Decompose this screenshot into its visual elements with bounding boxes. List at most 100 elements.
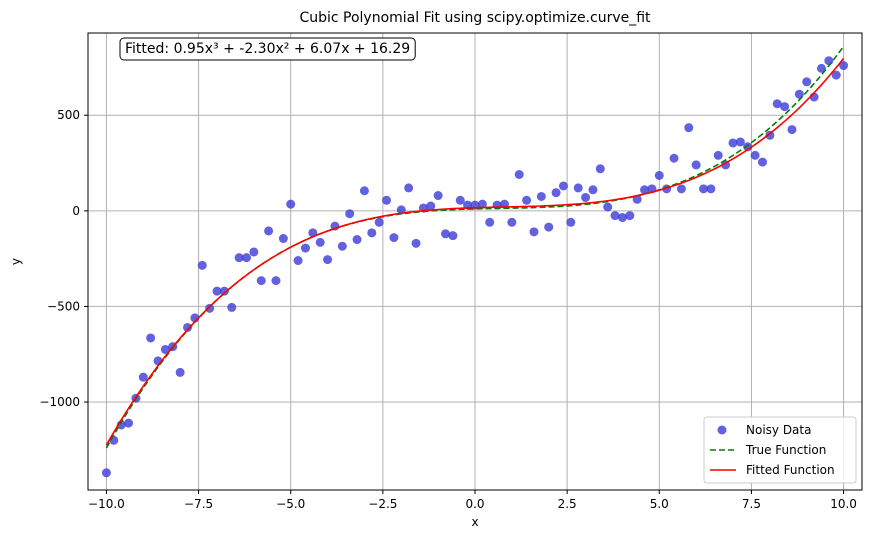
data-point bbox=[433, 191, 443, 201]
data-point bbox=[264, 226, 274, 236]
data-point bbox=[780, 102, 790, 112]
legend-label: Fitted Function bbox=[746, 463, 835, 477]
data-point bbox=[359, 186, 369, 196]
data-point bbox=[588, 185, 598, 195]
x-tick-label: −5.0 bbox=[276, 497, 305, 511]
data-point bbox=[654, 170, 664, 180]
y-tick-label: 0 bbox=[72, 204, 80, 218]
x-tick-label: 10.0 bbox=[830, 497, 857, 511]
data-point bbox=[160, 344, 170, 354]
data-point bbox=[448, 231, 458, 241]
x-tick-label: 5.0 bbox=[650, 497, 669, 511]
x-tick-label: −7.5 bbox=[184, 497, 213, 511]
fitted-function-line bbox=[105, 57, 845, 446]
data-point bbox=[249, 247, 259, 257]
data-point bbox=[300, 243, 310, 253]
data-point bbox=[227, 302, 237, 312]
data-point bbox=[197, 260, 207, 270]
data-point bbox=[374, 217, 384, 227]
data-point bbox=[175, 367, 185, 377]
data-point bbox=[617, 213, 627, 223]
data-point bbox=[691, 160, 701, 170]
data-point bbox=[138, 372, 148, 382]
data-point bbox=[345, 209, 355, 219]
data-point bbox=[205, 303, 215, 313]
data-point bbox=[382, 195, 392, 205]
data-point bbox=[404, 183, 414, 193]
data-point bbox=[396, 205, 406, 215]
data-point bbox=[101, 468, 111, 478]
x-tick-label: −10.0 bbox=[88, 497, 125, 511]
y-tick-label: 500 bbox=[57, 108, 80, 122]
data-point bbox=[802, 77, 812, 87]
data-point bbox=[610, 211, 620, 221]
data-point bbox=[706, 184, 716, 194]
data-point bbox=[219, 286, 229, 296]
data-point bbox=[699, 184, 709, 194]
data-point bbox=[625, 211, 635, 221]
legend: Noisy Data True Function Fitted Function bbox=[703, 416, 857, 484]
data-point bbox=[352, 235, 362, 245]
legend-entry: Fitted Function bbox=[710, 463, 835, 477]
data-point bbox=[315, 237, 325, 247]
data-point bbox=[241, 253, 251, 263]
plot-area bbox=[101, 45, 849, 478]
data-point bbox=[684, 123, 694, 133]
data-point bbox=[765, 130, 775, 140]
data-point bbox=[455, 195, 465, 205]
legend-entry: Noisy Data bbox=[717, 423, 811, 437]
data-point bbox=[558, 181, 568, 191]
data-point bbox=[573, 183, 583, 193]
data-point bbox=[669, 153, 679, 163]
legend-label: Noisy Data bbox=[746, 423, 811, 437]
y-tick-label: −1000 bbox=[39, 395, 80, 409]
y-axis-label: y bbox=[9, 258, 23, 265]
data-point bbox=[507, 217, 517, 227]
x-tick-label: 2.5 bbox=[558, 497, 577, 511]
data-point bbox=[477, 199, 487, 209]
grid bbox=[88, 33, 862, 490]
x-tick-label: 7.5 bbox=[742, 497, 761, 511]
x-axis: −10.0 −7.5 −5.0 −2.5 0.0 2.5 5.0 7.5 10.0 bbox=[88, 490, 857, 511]
data-point bbox=[146, 333, 156, 343]
legend-label: True Function bbox=[745, 443, 826, 457]
data-point bbox=[529, 227, 539, 237]
plot-frame bbox=[87, 32, 863, 491]
data-point bbox=[271, 276, 281, 286]
data-point bbox=[522, 195, 532, 205]
data-point bbox=[212, 286, 222, 296]
data-point bbox=[772, 99, 782, 109]
data-point bbox=[551, 188, 561, 198]
y-tick-label: −500 bbox=[47, 299, 80, 313]
annotation-text: Fitted: 0.95x³ + -2.30x² + 6.07x + 16.29 bbox=[125, 41, 410, 57]
data-point bbox=[603, 202, 613, 212]
data-point bbox=[676, 184, 686, 194]
data-point bbox=[337, 241, 347, 251]
data-point bbox=[278, 234, 288, 244]
annotation-frame bbox=[119, 37, 416, 61]
data-point bbox=[536, 191, 546, 201]
chart-title: Cubic Polynomial Fit using scipy.optimiz… bbox=[299, 10, 651, 26]
legend-frame bbox=[703, 416, 857, 484]
x-axis-label: x bbox=[471, 515, 478, 529]
data-point bbox=[411, 238, 421, 248]
data-point bbox=[514, 169, 524, 179]
legend-entry: True Function bbox=[710, 443, 826, 457]
data-point bbox=[485, 217, 495, 227]
data-point bbox=[787, 125, 797, 135]
data-point bbox=[234, 253, 244, 263]
data-point bbox=[293, 256, 303, 266]
data-point bbox=[831, 70, 841, 80]
legend-marker bbox=[717, 425, 727, 435]
x-tick-label: 0.0 bbox=[465, 497, 484, 511]
data-point bbox=[640, 185, 650, 195]
annotation-box: Fitted: 0.95x³ + -2.30x² + 6.07x + 16.29 bbox=[119, 37, 416, 61]
data-point bbox=[566, 217, 576, 227]
data-point bbox=[728, 138, 738, 148]
data-point bbox=[816, 63, 826, 73]
x-tick-label: −2.5 bbox=[368, 497, 397, 511]
data-point bbox=[750, 150, 760, 160]
data-point bbox=[735, 137, 745, 147]
data-point bbox=[183, 322, 193, 332]
